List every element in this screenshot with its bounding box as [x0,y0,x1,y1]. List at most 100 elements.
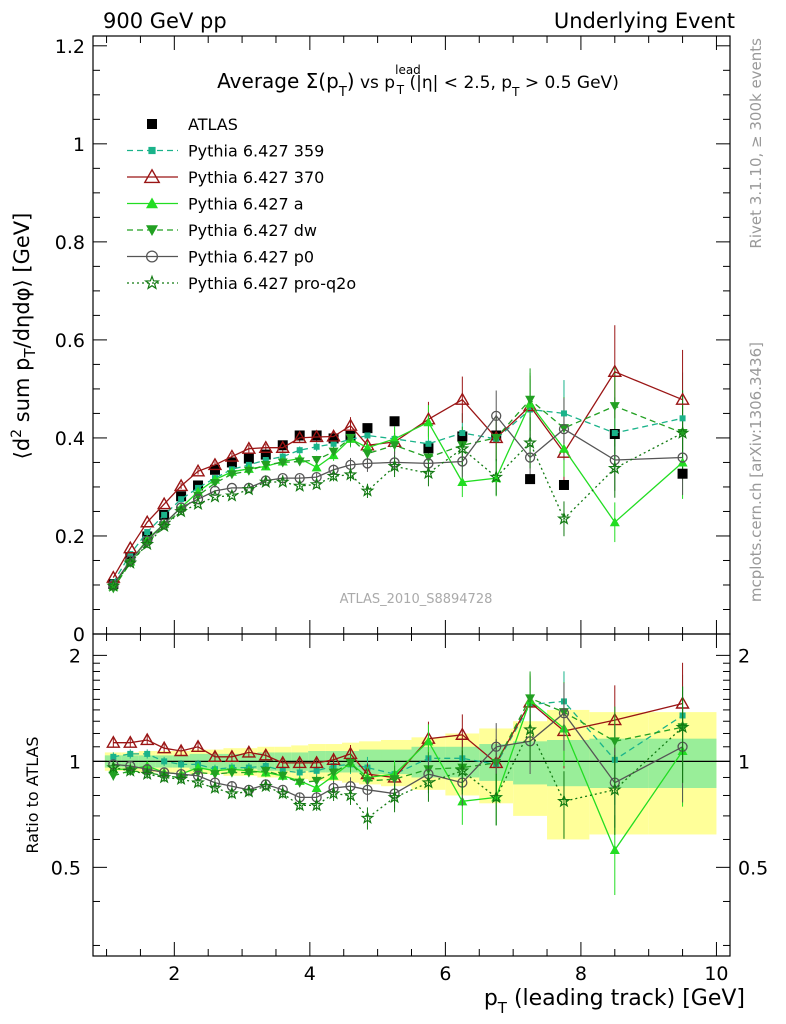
data-point [362,423,373,434]
data-point [489,469,504,484]
data-point [191,496,205,511]
data-point [311,455,322,465]
data-point [106,578,121,592]
data-point [326,786,341,800]
data-point [178,761,185,768]
data-point [157,770,172,784]
data-point [226,768,237,778]
legend-item-pythia-6-427-a: Pythia 6.427 a [127,195,304,214]
data-point [292,430,307,444]
data-point [156,740,172,754]
x-tick-label: 4 [304,963,316,985]
data-point [258,778,273,793]
data-point [173,743,189,757]
data-point [524,452,536,463]
data-point [455,727,470,740]
data-point [108,771,119,781]
series-pythia-6-427-pro-q2o [106,425,690,592]
ratio-y-tick-label: 0.5 [51,857,81,879]
data-point [144,750,151,757]
x-tick-label: 6 [439,963,451,985]
data-point [207,457,223,471]
data-point [556,793,571,808]
data-point [294,430,305,441]
data-point [425,440,432,447]
data-point [127,750,134,757]
data-point [558,443,569,453]
data-point [262,456,269,463]
data-point [343,418,358,431]
data-point [491,433,502,443]
chart-title: Average Σ(pT) vs plead T (|η| < 2.5, pT >… [217,63,619,100]
data-point [142,539,153,549]
data-point [277,472,288,484]
data-point [459,430,466,437]
data-point [241,745,257,758]
data-point [313,443,320,450]
data-point [423,443,434,454]
data-point [258,474,273,488]
series-line [112,432,683,587]
data-point [525,474,536,485]
data-point [523,722,537,736]
data-point [225,786,239,800]
data-point [260,449,271,460]
x-tick-label: 10 [704,963,728,985]
legend-item-pythia-6-427-pro-q2o: Pythia 6.427 pro-q2o [127,274,356,293]
data-point [262,763,269,770]
data-point [294,472,305,484]
data-point [241,482,256,496]
ratio-y-tick-label-right: 2 [738,645,750,667]
data-point [387,459,402,473]
data-point [209,479,220,489]
legend-label: ATLAS [188,115,238,134]
data-point [161,511,168,518]
data-point [241,784,256,798]
legend-label: Pythia 6.427 dw [188,221,317,240]
data-point [679,415,686,422]
data-point [275,440,290,453]
data-point [241,441,257,454]
data-point [675,719,690,734]
data-point [525,694,536,704]
data-point [260,460,271,470]
data-point [174,504,188,518]
ratio-y-tick-label-right: 1 [738,751,750,773]
data-point [328,768,339,778]
data-point [277,440,288,451]
data-point [140,766,155,781]
data-point [178,496,185,503]
data-point [457,441,468,451]
data-point [609,845,620,855]
data-point [362,784,373,795]
data-point [558,708,570,719]
series-line [113,712,683,799]
legend-marker [144,274,160,290]
data-point [174,771,188,786]
data-point [362,458,373,469]
data-point [296,447,303,454]
data-point [277,458,288,468]
data-point [258,747,274,761]
legend-marker [146,225,158,236]
data-point [192,494,204,505]
data-point [224,449,240,462]
data-point [309,798,324,812]
data-point [226,482,238,494]
ratio-y-tick-label: 2 [69,645,81,667]
uncertainty-band [547,739,590,787]
main-y-axis-label: ⟨d2 sum pT/dηdφ⟩ [GeV] [9,213,39,460]
data-point [491,741,502,752]
data-point [362,442,373,452]
data-point [421,465,436,480]
legend-item-pythia-6-427-dw: Pythia 6.427 dw [127,221,317,240]
data-point [207,780,222,794]
data-point [140,536,155,551]
data-point [345,433,356,443]
data-point [157,518,172,533]
data-point [292,755,307,769]
data-point [489,790,504,804]
rivet-label: Rivet 3.1.10, ≥ 300k events [747,38,765,249]
data-point [292,797,307,812]
data-point [360,810,375,824]
